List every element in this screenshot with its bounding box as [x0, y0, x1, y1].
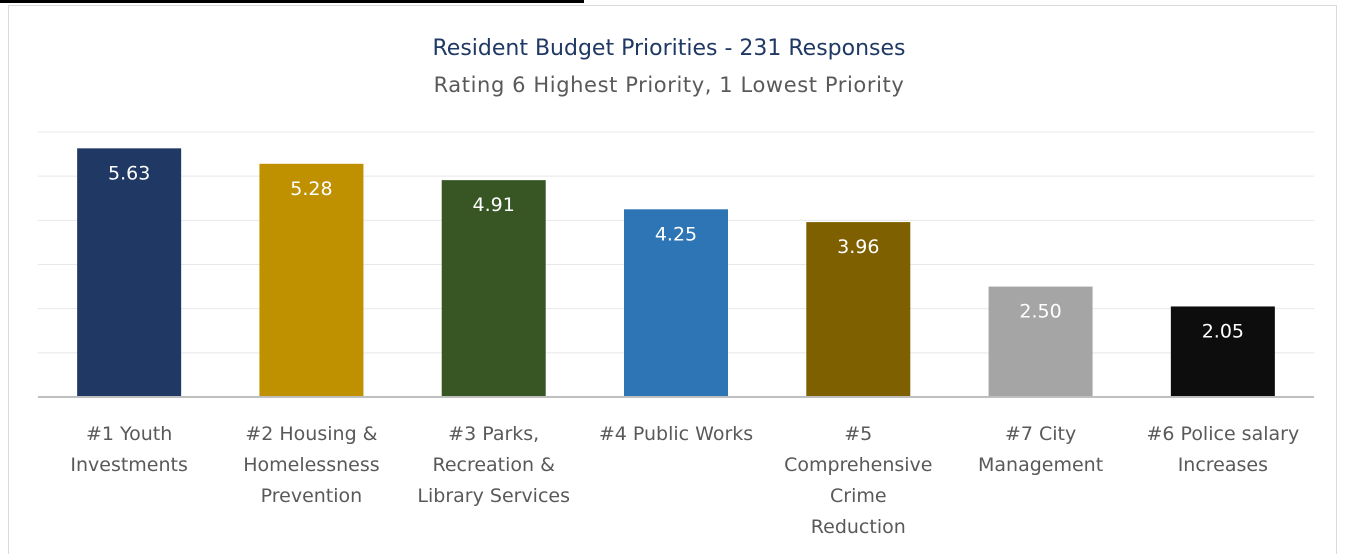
category-label: #6 Police salary Increases — [1146, 423, 1299, 476]
category-label-line: Increases — [1178, 454, 1268, 476]
category-label-line: Investments — [70, 454, 188, 476]
bar-value-label: 5.28 — [290, 178, 332, 200]
category-label-line: #3 Parks, — [448, 423, 539, 445]
category-label: #1 Youth Investments — [70, 423, 188, 476]
category-label: #5 Comprehensive Crime Reduction — [784, 423, 932, 538]
category-label-line: Recreation & — [432, 454, 555, 476]
category-label-line: #7 City — [1005, 423, 1076, 445]
category-label-line: Homelessness — [243, 454, 379, 476]
category-label-line: #1 Youth — [86, 423, 172, 445]
category-label: #7 City Management — [978, 423, 1103, 476]
category-label-line: Prevention — [261, 485, 363, 507]
category-labels: #1 Youth Investments #2 Housing & Homelessn… — [70, 423, 1299, 538]
bar-value-label: 2.05 — [1202, 320, 1244, 342]
category-label-line: Comprehensive — [784, 454, 932, 476]
bar-value-label: 2.50 — [1019, 301, 1061, 323]
category-label-line: #6 Police salary — [1146, 423, 1299, 445]
category-label-line: Reduction — [811, 516, 906, 538]
category-label-line: #5 — [844, 423, 872, 445]
bars — [77, 148, 1275, 397]
bar — [77, 148, 181, 397]
bar-value-label: 4.91 — [473, 194, 515, 216]
bar-value-label: 5.63 — [108, 162, 150, 184]
chart-title: Resident Budget Priorities - 231 Respons… — [432, 36, 905, 61]
category-label: #3 Parks, Recreation & Library Services — [417, 423, 570, 507]
category-label-line: #4 Public Works — [599, 423, 753, 445]
bar-value-label: 3.96 — [837, 236, 879, 258]
category-label-line: #2 Housing & — [245, 423, 377, 445]
category-label-line: Crime — [830, 485, 887, 507]
chart-subtitle: Rating 6 Highest Priority, 1 Lowest Prio… — [434, 73, 905, 97]
bar-value-label: 4.25 — [655, 223, 697, 245]
category-label-line: Management — [978, 454, 1103, 476]
category-label-line: Library Services — [417, 485, 570, 507]
category-label: #4 Public Works — [599, 423, 753, 445]
category-label: #2 Housing & Homelessness Prevention — [243, 423, 379, 507]
